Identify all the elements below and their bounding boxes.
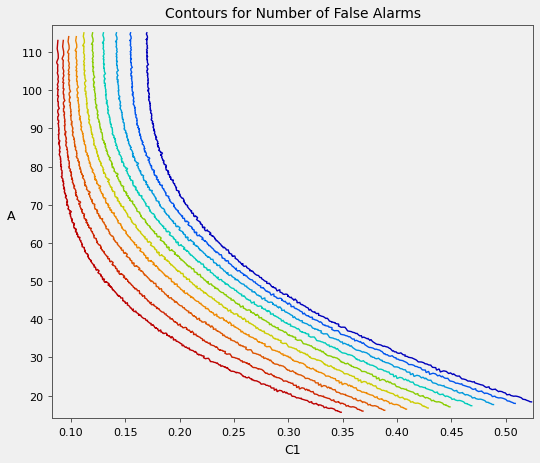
X-axis label: C1: C1: [285, 443, 301, 456]
Title: Contours for Number of False Alarms: Contours for Number of False Alarms: [165, 7, 421, 21]
Y-axis label: A: A: [7, 209, 16, 222]
